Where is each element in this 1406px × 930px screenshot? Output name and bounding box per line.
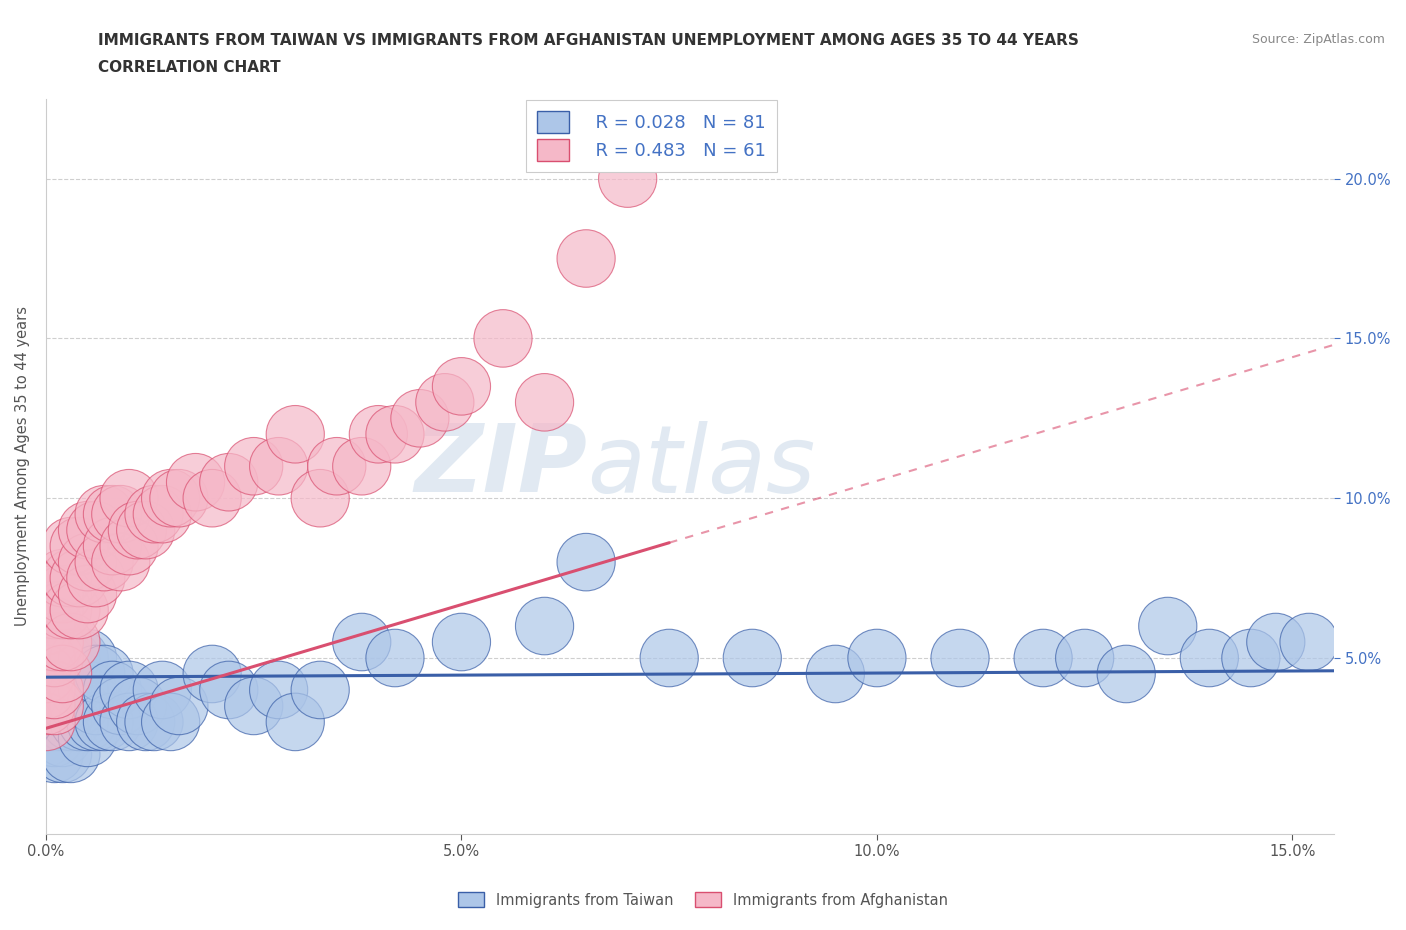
Text: Source: ZipAtlas.com: Source: ZipAtlas.com bbox=[1251, 33, 1385, 46]
Text: ZIP: ZIP bbox=[413, 420, 586, 512]
Legend:   R = 0.028   N = 81,   R = 0.483   N = 61: R = 0.028 N = 81, R = 0.483 N = 61 bbox=[526, 100, 776, 171]
Text: CORRELATION CHART: CORRELATION CHART bbox=[98, 60, 281, 75]
Y-axis label: Unemployment Among Ages 35 to 44 years: Unemployment Among Ages 35 to 44 years bbox=[15, 306, 30, 626]
Text: atlas: atlas bbox=[586, 420, 815, 512]
Legend: Immigrants from Taiwan, Immigrants from Afghanistan: Immigrants from Taiwan, Immigrants from … bbox=[453, 886, 953, 913]
Text: IMMIGRANTS FROM TAIWAN VS IMMIGRANTS FROM AFGHANISTAN UNEMPLOYMENT AMONG AGES 35: IMMIGRANTS FROM TAIWAN VS IMMIGRANTS FRO… bbox=[98, 33, 1080, 47]
